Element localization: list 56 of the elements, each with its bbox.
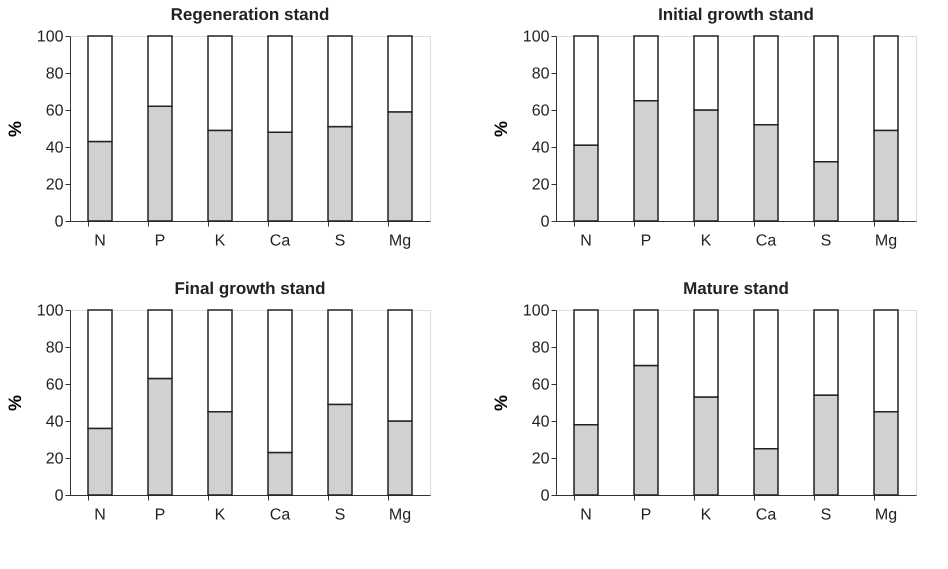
- x-tick-label: P: [154, 506, 166, 524]
- x-tick-label: N: [580, 232, 592, 250]
- y-tick-label: 0: [540, 214, 550, 230]
- chart-title: Initial growth stand: [658, 5, 814, 24]
- y-tick-label: 40: [46, 140, 64, 156]
- y-tick-label: 80: [532, 66, 550, 82]
- y-tick-label: 60: [46, 102, 64, 120]
- y-axis-title: %: [490, 120, 511, 138]
- y-tick-label: 60: [46, 376, 64, 394]
- x-tick-label: K: [700, 232, 712, 250]
- y-axis-title: %: [4, 120, 25, 138]
- x-tick-label: Mg: [388, 506, 412, 524]
- y-tick-label: 40: [532, 140, 550, 156]
- x-tick-label: K: [214, 232, 226, 250]
- y-tick-label: 100: [522, 28, 550, 46]
- x-tick-label: S: [820, 232, 832, 250]
- y-tick-label: 0: [540, 488, 550, 504]
- x-tick-label: Mg: [874, 232, 898, 250]
- y-axis-title: %: [490, 394, 511, 412]
- y-tick-label: 20: [532, 176, 550, 194]
- x-tick-label: K: [214, 506, 226, 524]
- y-tick-label: 80: [532, 340, 550, 356]
- y-tick-label: 0: [54, 214, 64, 230]
- chart-title: Mature stand: [683, 279, 789, 298]
- y-tick-label: 60: [532, 102, 550, 120]
- y-tick-label: 40: [532, 414, 550, 430]
- y-tick-label: 100: [522, 302, 550, 320]
- x-tick-label: P: [640, 232, 652, 250]
- x-tick-label: P: [640, 506, 652, 524]
- y-tick-label: 40: [46, 414, 64, 430]
- x-tick-label: N: [94, 506, 106, 524]
- x-tick-label: S: [334, 232, 346, 250]
- chart-title: Regeneration stand: [170, 5, 330, 24]
- x-tick-label: N: [94, 232, 106, 250]
- y-tick-label: 20: [46, 176, 64, 194]
- y-tick-label: 80: [46, 66, 64, 82]
- y-tick-label: 80: [46, 340, 64, 356]
- x-tick-label: N: [580, 506, 592, 524]
- y-tick-label: 100: [36, 302, 64, 320]
- chart-title: Final growth stand: [174, 279, 326, 298]
- x-tick-label: Mg: [388, 232, 412, 250]
- y-tick-label: 60: [532, 376, 550, 394]
- y-tick-label: 20: [532, 450, 550, 468]
- x-tick-label: K: [700, 506, 712, 524]
- y-axis-title: %: [4, 394, 25, 412]
- x-tick-label: P: [154, 232, 166, 250]
- x-tick-label: Ca: [756, 232, 776, 250]
- y-tick-label: 0: [54, 488, 64, 504]
- x-tick-label: Mg: [874, 506, 898, 524]
- x-tick-label: S: [334, 506, 346, 524]
- x-tick-label: Ca: [270, 506, 290, 524]
- x-tick-label: Ca: [270, 232, 290, 250]
- y-tick-label: 20: [46, 450, 64, 468]
- x-tick-label: S: [820, 506, 832, 524]
- x-tick-label: Ca: [756, 506, 776, 524]
- y-tick-label: 100: [36, 28, 64, 46]
